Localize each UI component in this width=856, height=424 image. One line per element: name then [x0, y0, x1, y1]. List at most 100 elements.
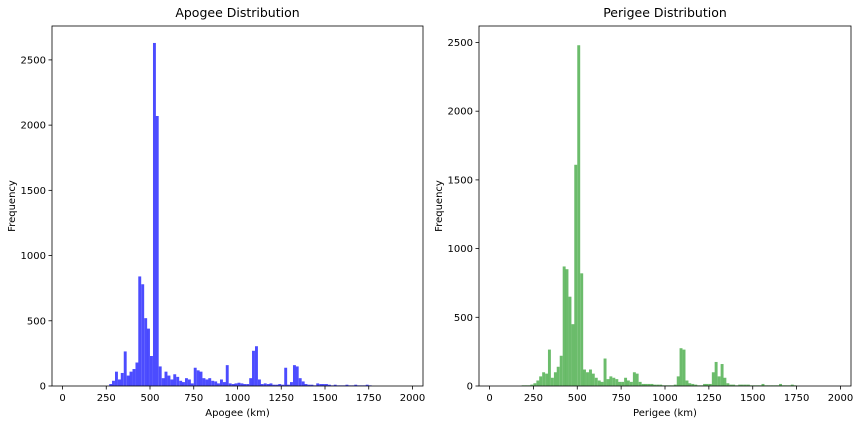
apogee-bar-9 [135, 362, 139, 386]
apogee-x-tick-label-6: 1500 [312, 393, 337, 404]
perigee-x-tick-label-0: 0 [486, 393, 492, 404]
perigee-bar-52 [673, 384, 677, 386]
perigee-bar-8 [545, 373, 549, 386]
perigee-bar-6 [539, 376, 543, 386]
perigee-y-tick-label-1: 500 [454, 313, 473, 324]
apogee-bar-62 [290, 382, 293, 386]
apogee-bar-39 [222, 382, 226, 386]
perigee-bar-70 [726, 383, 730, 386]
perigee-bar-46 [656, 384, 660, 386]
apogee-y-tick-label-4: 2000 [21, 121, 46, 132]
apogee-bar-32 [202, 378, 206, 386]
apogee-bar-15 [152, 42, 156, 387]
apogee-bar-1 [112, 380, 115, 386]
apogee-bar-21 [170, 379, 174, 386]
apogee-x-tick-label-8: 2000 [400, 393, 425, 404]
perigee-bar-43 [647, 383, 651, 386]
perigee-bar-10 [550, 377, 554, 386]
apogee-bar-16 [155, 116, 159, 386]
perigee-bar-54 [679, 348, 683, 386]
perigee-bar-40 [638, 381, 642, 386]
apogee-bar-4 [120, 372, 124, 386]
apogee-bar-35 [211, 380, 215, 386]
apogee-bar-8 [132, 369, 136, 386]
apogee-x-tick-label-7: 1750 [356, 393, 381, 404]
perigee-bar-28 [603, 358, 607, 386]
perigee-bar-7 [542, 372, 546, 386]
perigee-bar-18 [574, 164, 578, 386]
apogee-bar-52 [260, 384, 264, 386]
perigee-x-tick-label-7: 1750 [784, 393, 809, 404]
apogee-bar-68 [307, 384, 311, 386]
perigee-y-axis-label: Frequency [434, 180, 445, 232]
perigee-bar-25 [594, 377, 598, 386]
perigee-bar-63 [705, 383, 709, 386]
perigee-bar-92 [790, 384, 794, 386]
perigee-histogram-panel: Perigee Distribution Frequency Perigee (… [434, 5, 853, 419]
apogee-bar-50 [255, 346, 258, 386]
perigee-bar-62 [703, 383, 707, 386]
perigee-bar-4 [533, 383, 537, 386]
apogee-bar-73 [322, 384, 325, 386]
apogee-bar-81 [345, 384, 349, 386]
perigee-x-tick-label-4: 1000 [652, 393, 677, 404]
perigee-bar-44 [650, 383, 654, 386]
perigee-y-tick-label-5: 2500 [448, 38, 473, 49]
apogee-bar-6 [126, 375, 130, 386]
perigee-bar-36 [626, 380, 630, 386]
perigee-bar-88 [779, 383, 782, 386]
perigee-bar-22 [586, 372, 589, 386]
apogee-bar-54 [266, 384, 270, 386]
apogee-bar-55 [269, 383, 273, 386]
apogee-bar-3 [117, 379, 121, 386]
perigee-bar-56 [685, 380, 689, 386]
apogee-bar-47 [246, 384, 250, 386]
perigee-bar-13 [559, 355, 563, 386]
perigee-y-tick-label-4: 2000 [448, 107, 473, 118]
perigee-x-tick-label-2: 500 [568, 393, 587, 404]
apogee-bar-11 [141, 284, 145, 386]
perigee-bar-34 [621, 381, 625, 386]
perigee-bar-23 [589, 369, 592, 386]
apogee-bar-0 [109, 384, 113, 386]
apogee-bar-42 [231, 384, 235, 386]
apogee-bar-14 [150, 356, 153, 386]
apogee-x-tick-label-2: 500 [140, 393, 159, 404]
apogee-bar-7 [129, 371, 133, 386]
apogee-bar-67 [304, 384, 308, 386]
apogee-histogram-panel: Apogee Distribution Frequency Apogee (km… [7, 5, 425, 419]
apogee-bar-2 [115, 371, 118, 386]
apogee-bar-75 [327, 384, 331, 386]
perigee-bar-45 [653, 384, 657, 386]
perigee-bar-19 [577, 45, 581, 387]
apogee-axes-frame [51, 25, 424, 387]
apogee-y-tick-label-3: 1500 [21, 186, 46, 197]
apogee-bar-10 [138, 276, 142, 386]
perigee-bar-65 [711, 372, 715, 386]
perigee-bar-72 [732, 384, 736, 386]
perigee-bars [521, 45, 797, 387]
perigee-bar-42 [644, 383, 648, 386]
perigee-x-tick-label-3: 750 [612, 393, 631, 404]
perigee-x-axis-label: Perigee (km) [633, 408, 697, 419]
perigee-bar-76 [743, 384, 747, 386]
apogee-bar-61 [287, 384, 290, 386]
apogee-x-tick-label-5: 1250 [269, 393, 294, 404]
perigee-bar-26 [597, 380, 601, 386]
perigee-axes-frame [478, 25, 852, 387]
perigee-bar-33 [618, 381, 622, 386]
apogee-bar-84 [354, 384, 358, 386]
perigee-bar-35 [624, 377, 628, 386]
perigee-bar-74 [738, 384, 742, 386]
apogee-y-axis-label: Frequency [7, 180, 18, 232]
apogee-bar-69 [310, 384, 314, 386]
apogee-y-tick-label-0: 0 [40, 382, 46, 393]
apogee-bar-64 [295, 366, 299, 386]
perigee-bar-14 [562, 266, 566, 386]
perigee-bar-57 [688, 383, 692, 386]
perigee-bar-41 [641, 383, 645, 386]
perigee-bar-27 [600, 381, 604, 386]
perigee-bar-17 [571, 324, 575, 386]
perigee-bar-31 [612, 377, 616, 386]
